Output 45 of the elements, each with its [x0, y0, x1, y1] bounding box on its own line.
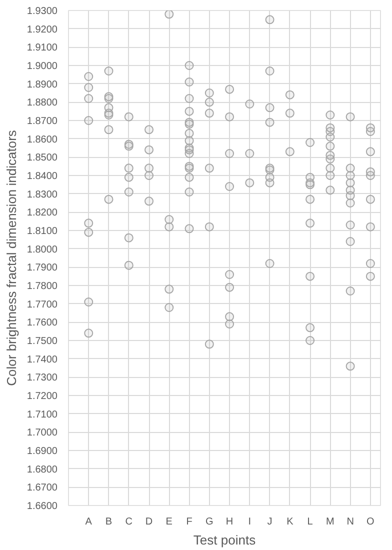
- y-tick-label: 1.8700: [26, 116, 58, 127]
- x-tick-label: A: [85, 516, 92, 528]
- x-axis-title: Test points: [193, 532, 256, 548]
- y-tick-label: 1.7400: [26, 354, 58, 366]
- y-axis-title: Color brightness fractal dimension indicators: [4, 130, 19, 386]
- x-tick-label: J: [267, 516, 272, 528]
- x-tick-label: O: [366, 516, 375, 528]
- y-tick-label: 1.8200: [26, 208, 58, 219]
- y-tick-label: 1.8100: [26, 226, 58, 237]
- x-tick-label: M: [326, 516, 334, 528]
- x-tick-label: G: [206, 516, 214, 528]
- y-tick-label: 1.8000: [26, 244, 58, 256]
- y-tick-label: 1.8600: [26, 134, 58, 146]
- y-tick-label: 1.6600: [26, 501, 58, 512]
- y-tick-label: 1.8900: [26, 79, 58, 90]
- y-tick-label: 1.6900: [26, 446, 58, 457]
- x-tick-label: H: [226, 516, 234, 528]
- y-tick-label: 1.8400: [26, 171, 58, 182]
- x-tick-label: E: [166, 516, 173, 528]
- x-tick-label: D: [145, 516, 153, 528]
- y-tick-label: 1.6800: [26, 464, 58, 476]
- y-tick-label: 1.7900: [26, 262, 58, 274]
- y-tick-label: 1.7200: [26, 391, 58, 402]
- y-tick-label: 1.7800: [26, 281, 58, 292]
- x-tick-label: C: [125, 516, 133, 528]
- y-tick-label: 1.7300: [26, 372, 58, 384]
- x-tick-label: F: [186, 516, 192, 528]
- y-tick-label: 1.7600: [26, 318, 58, 329]
- y-tick-label: 1.7100: [26, 409, 58, 420]
- y-tick-label: 1.7000: [26, 428, 58, 439]
- x-tick-label: B: [105, 516, 112, 528]
- y-tick-label: 1.8500: [26, 152, 58, 164]
- y-tick-label: 1.7500: [26, 336, 58, 347]
- y-tick-label: 1.6700: [26, 482, 58, 494]
- y-tick-label: 1.8800: [26, 98, 58, 109]
- y-tick-label: 1.7700: [26, 299, 58, 310]
- x-tick-label: N: [346, 516, 354, 528]
- y-tick-label: 1.9200: [26, 24, 58, 36]
- y-tick-label: 1.9100: [26, 42, 58, 54]
- x-tick-label: I: [248, 516, 252, 528]
- y-tick-label: 1.9000: [26, 61, 58, 72]
- y-tick-label: 1.9300: [26, 6, 58, 17]
- y-tick-label: 1.8300: [26, 189, 58, 200]
- x-tick-label: L: [307, 516, 314, 528]
- x-tick-label: K: [286, 516, 294, 528]
